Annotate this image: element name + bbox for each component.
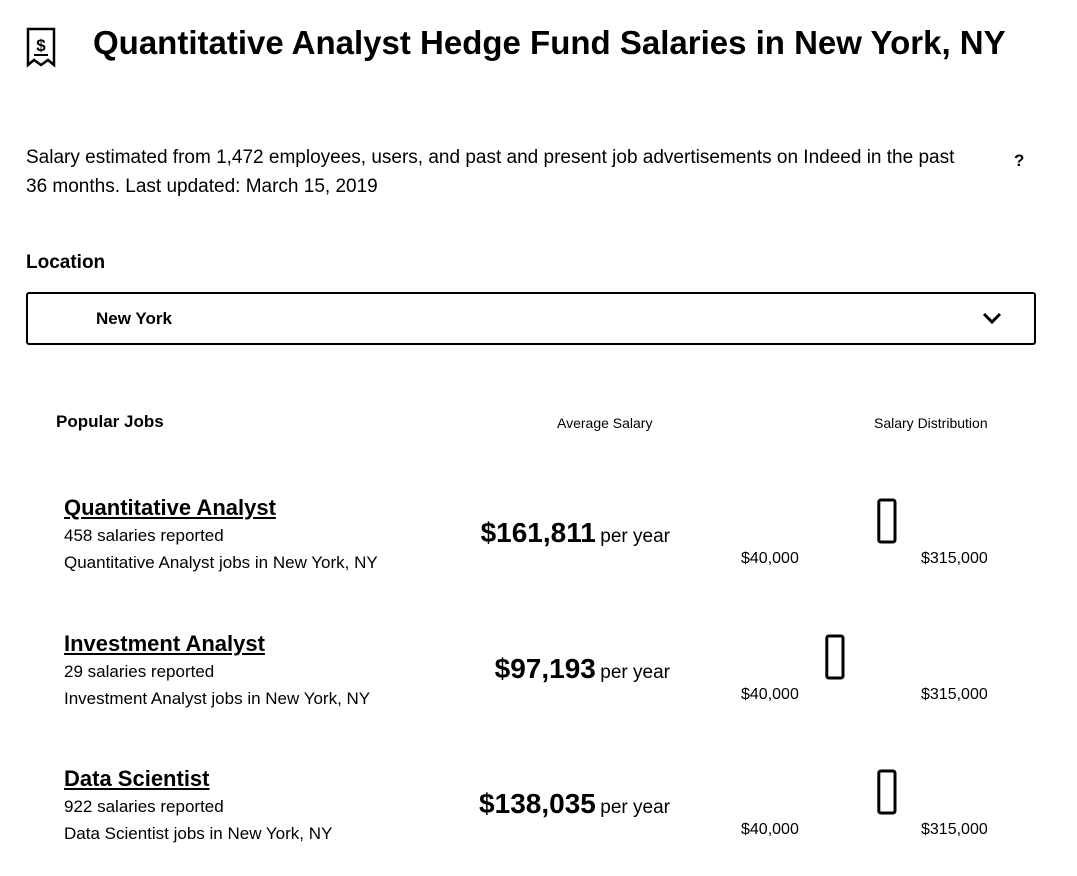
- average-salary: $138,035 per year: [479, 788, 670, 820]
- popular-jobs-header: Popular Jobs: [56, 412, 164, 431]
- page-title: Quantitative Analyst Hedge Fund Salaries…: [93, 24, 1006, 61]
- salaries-reported: 922 salaries reported: [64, 797, 224, 816]
- average-salary: $97,193 per year: [495, 653, 670, 685]
- salary-period: per year: [600, 662, 670, 683]
- location-select[interactable]: New York: [26, 292, 1036, 345]
- location-label: Location: [26, 252, 106, 273]
- salary-distribution-chart: [877, 498, 897, 544]
- distribution-min: $40,000: [741, 550, 799, 567]
- job-row: Quantitative Analyst 458 salaries report…: [0, 495, 1077, 605]
- jobs-in-location-link[interactable]: Investment Analyst jobs in New York, NY: [64, 689, 371, 708]
- job-title-link[interactable]: Quantitative Analyst: [64, 495, 276, 520]
- distribution-max: $315,000: [921, 821, 988, 838]
- job-title-link[interactable]: Data Scientist: [64, 766, 210, 791]
- distribution-max: $315,000: [921, 550, 988, 567]
- salary-distribution-header: Salary Distribution: [874, 415, 988, 431]
- salary-amount: $97,193: [494, 653, 596, 684]
- jobs-in-location-link[interactable]: Quantitative Analyst jobs in New York, N…: [64, 553, 378, 572]
- salary-distribution-chart: [877, 769, 897, 815]
- salary-period: per year: [600, 526, 670, 547]
- salaries-reported: 29 salaries reported: [64, 662, 215, 681]
- salary-distribution-chart: [825, 634, 845, 680]
- svg-text:$: $: [36, 36, 46, 55]
- job-title-link[interactable]: Investment Analyst: [64, 631, 265, 656]
- receipt-dollar-icon: $: [26, 27, 56, 68]
- location-value: New York: [96, 309, 172, 328]
- job-row: Data Scientist 922 salaries reported Dat…: [0, 766, 1077, 876]
- distribution-bar: [877, 498, 897, 544]
- jobs-in-location-link[interactable]: Data Scientist jobs in New York, NY: [64, 824, 333, 843]
- help-icon[interactable]: ?: [1014, 151, 1025, 170]
- average-salary: $161,811 per year: [481, 517, 670, 549]
- job-row: Investment Analyst 29 salaries reported …: [0, 631, 1077, 741]
- salary-period: per year: [600, 797, 670, 818]
- salary-amount: $161,811: [480, 517, 596, 548]
- distribution-min: $40,000: [741, 686, 799, 703]
- chevron-down-icon: [982, 312, 1002, 325]
- distribution-min: $40,000: [741, 821, 799, 838]
- salary-amount: $138,035: [479, 788, 596, 819]
- distribution-bar: [825, 634, 845, 680]
- average-salary-header: Average Salary: [557, 415, 653, 431]
- salaries-reported: 458 salaries reported: [64, 526, 224, 545]
- salary-estimate-note: Salary estimated from 1,472 employees, u…: [26, 147, 955, 197]
- distribution-bar: [877, 769, 897, 815]
- distribution-max: $315,000: [921, 686, 988, 703]
